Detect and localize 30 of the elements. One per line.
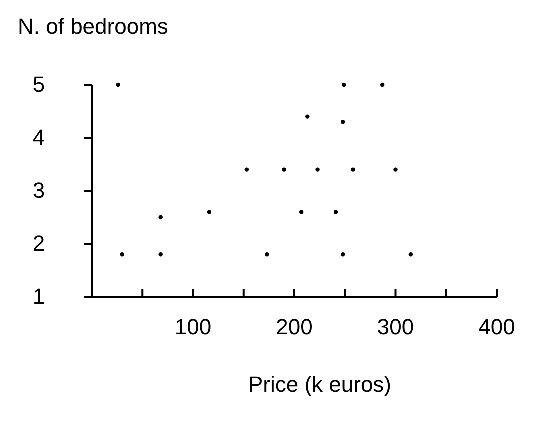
chart-title: N. of bedrooms	[18, 14, 168, 39]
point	[158, 215, 163, 220]
point	[380, 82, 385, 88]
x-tick-label: 200	[276, 314, 313, 340]
point	[340, 120, 346, 124]
x-tick-label: 300	[377, 314, 414, 340]
point	[282, 168, 286, 172]
point	[116, 82, 120, 88]
y-tick-label: 4	[32, 125, 46, 150]
point	[334, 210, 338, 214]
point	[120, 252, 124, 257]
point	[207, 210, 212, 214]
point	[299, 210, 304, 214]
point	[306, 114, 310, 119]
y-tick-label: 2	[32, 231, 46, 256]
point	[244, 168, 250, 172]
point	[158, 252, 163, 257]
y-tick-label: 1	[32, 284, 46, 310]
y-tick-label: 5	[32, 72, 46, 98]
x-axis-title: Price (k euros)	[248, 372, 392, 397]
point	[265, 252, 270, 257]
x-tick-label: 100	[174, 314, 212, 340]
point	[351, 168, 356, 172]
x-tick-label: 400	[478, 314, 516, 340]
point	[394, 168, 398, 172]
y-tick-label: 3	[32, 178, 46, 204]
point	[342, 82, 346, 88]
point	[408, 252, 414, 257]
point	[316, 168, 320, 172]
point	[340, 252, 346, 257]
